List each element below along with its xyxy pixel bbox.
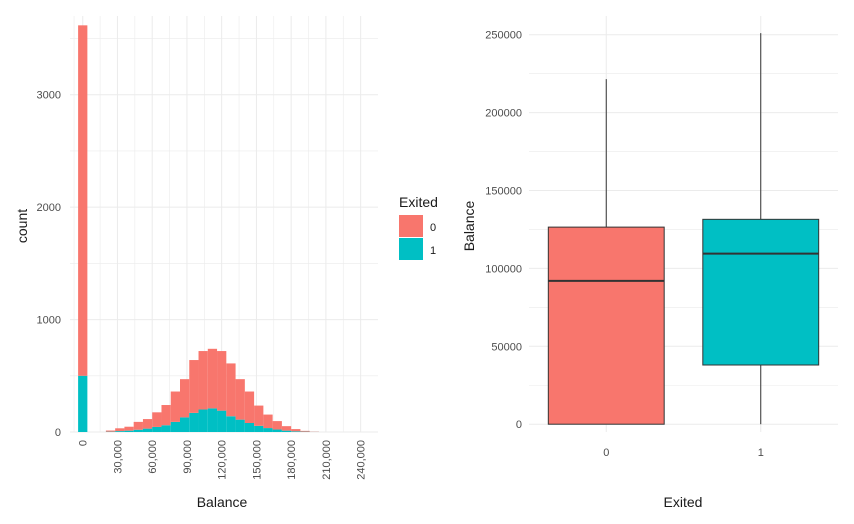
histogram-bar-exited-0 — [244, 391, 255, 424]
histogram-x-tick-label: 60,000 — [147, 440, 159, 474]
boxplot-x-axis-title: Exited — [664, 494, 703, 510]
histogram-bar-exited-0 — [115, 428, 125, 432]
histogram-bar-exited-1 — [281, 430, 292, 432]
histogram-bar-exited-1 — [124, 430, 134, 432]
histogram-bar-exited-1 — [244, 423, 255, 432]
boxplot-y-axis-title: Balance — [461, 200, 477, 251]
boxplot-box-1 — [702, 218, 820, 366]
histogram-y-axis-title: count — [14, 209, 30, 243]
histogram-y-tick-label: 0 — [55, 427, 61, 439]
histogram-bar-exited-0 — [124, 426, 134, 431]
boxplot-y-tick-label: 250000 — [485, 30, 522, 42]
histogram-x-axis-title: Balance — [197, 494, 248, 510]
histogram-bar-exited-0 — [217, 351, 227, 411]
histogram-bar-exited-0 — [235, 379, 245, 420]
boxplot-y-tick-label: 50000 — [491, 341, 522, 353]
histogram-bar-exited-0 — [142, 419, 153, 429]
histogram-x-tick-label: 150,000 — [251, 440, 263, 480]
histogram-bar-exited-0 — [281, 426, 292, 431]
boxplot-y-tick-label: 200000 — [485, 108, 522, 120]
histogram-x-tick-label: 30,000 — [112, 440, 124, 474]
legend-key-1 — [399, 238, 423, 260]
boxplot-boxes — [547, 33, 820, 425]
histogram-x-tick-labels: 0 30,000 60,000 90,000 120,000 150,000 180,000… — [78, 440, 368, 480]
histogram-bar-exited-1 — [198, 409, 208, 432]
histogram-bar-exited-0 — [180, 379, 190, 418]
histogram-y-tick-label: 3000 — [37, 90, 61, 102]
histogram-bar-exited-0 — [105, 430, 116, 432]
histogram-bar-exited-1 — [263, 428, 273, 432]
histogram-x-tick-label: 90,000 — [182, 440, 194, 474]
histogram-bar-exited-0 — [152, 412, 162, 427]
histogram-bars — [78, 25, 319, 432]
histogram-bar-exited-0 — [291, 429, 301, 432]
histogram-bar-exited-1 — [207, 408, 218, 432]
legend-key-0 — [399, 215, 423, 237]
histogram-bar-exited-1 — [133, 429, 143, 432]
histogram-bar-exited-1 — [189, 412, 199, 432]
histogram-bar-exited-1 — [217, 410, 227, 432]
histogram-bar-exited-1 — [115, 431, 125, 432]
histogram-bar-exited-0 — [161, 405, 171, 426]
boxplot-x-tick-label: 1 — [758, 447, 764, 459]
histogram-bar-exited-1 — [235, 419, 245, 432]
histogram-bar-exited-1 — [170, 421, 180, 432]
histogram-bar-exited-1 — [226, 416, 236, 432]
histogram-bar-exited-1 — [272, 429, 282, 432]
histogram-bar-exited-1 — [161, 425, 171, 432]
histogram-bar-exited-0 — [226, 363, 236, 417]
histogram-panel: 0 1000 2000 3000 0 30,000 60,000 90,000 120,000… — [14, 16, 378, 510]
histogram-x-tick-label: 180,000 — [286, 440, 298, 480]
histogram-bar-exited-0 — [272, 421, 282, 430]
histogram-x-tick-label: 240,000 — [356, 440, 368, 480]
histogram-bar-exited-0 — [189, 360, 199, 413]
histogram-x-tick-label: 210,000 — [321, 440, 333, 480]
histogram-bar-exited-0 — [207, 348, 218, 409]
histogram-bar-exited-1 — [152, 426, 162, 432]
histogram-gridlines — [70, 16, 378, 433]
histogram-bar-exited-0 — [198, 351, 208, 410]
legend-label-0: 0 — [430, 222, 436, 234]
boxplot-x-tick-label: 0 — [603, 447, 609, 459]
boxplot-y-tick-labels: 0 50000 100000 150000 200000 250000 — [485, 30, 522, 432]
histogram-y-tick-labels: 0 1000 2000 3000 — [37, 90, 61, 439]
histogram-bar-exited-0 — [263, 414, 273, 429]
legend-label-1: 1 — [430, 245, 436, 257]
histogram-bar-exited-1 — [291, 431, 301, 432]
histogram-bar-exited-1 — [180, 417, 190, 432]
boxplot-y-tick-label: 100000 — [485, 263, 522, 275]
boxplot-y-tick-label: 0 — [516, 419, 522, 431]
histogram-y-tick-label: 2000 — [37, 202, 61, 214]
histogram-y-tick-label: 1000 — [37, 315, 61, 327]
histogram-bar-exited-0 — [300, 430, 310, 432]
legend: Exited 0 1 — [399, 194, 438, 260]
histogram-bar-exited-0 — [78, 25, 88, 376]
histogram-bar-exited-0 — [254, 405, 264, 426]
boxplot-box-0 — [547, 226, 665, 425]
histogram-bar-exited-0 — [133, 421, 143, 430]
histogram-bar-exited-1 — [254, 425, 264, 432]
histogram-bar-exited-1 — [142, 428, 153, 432]
boxplot-y-tick-label: 150000 — [485, 186, 522, 198]
legend-title: Exited — [399, 194, 438, 210]
histogram-bar-exited-1 — [78, 375, 88, 432]
histogram-x-tick-label: 120,000 — [217, 440, 229, 480]
histogram-x-tick-label: 0 — [78, 440, 90, 446]
histogram-bar-exited-0 — [170, 391, 180, 422]
